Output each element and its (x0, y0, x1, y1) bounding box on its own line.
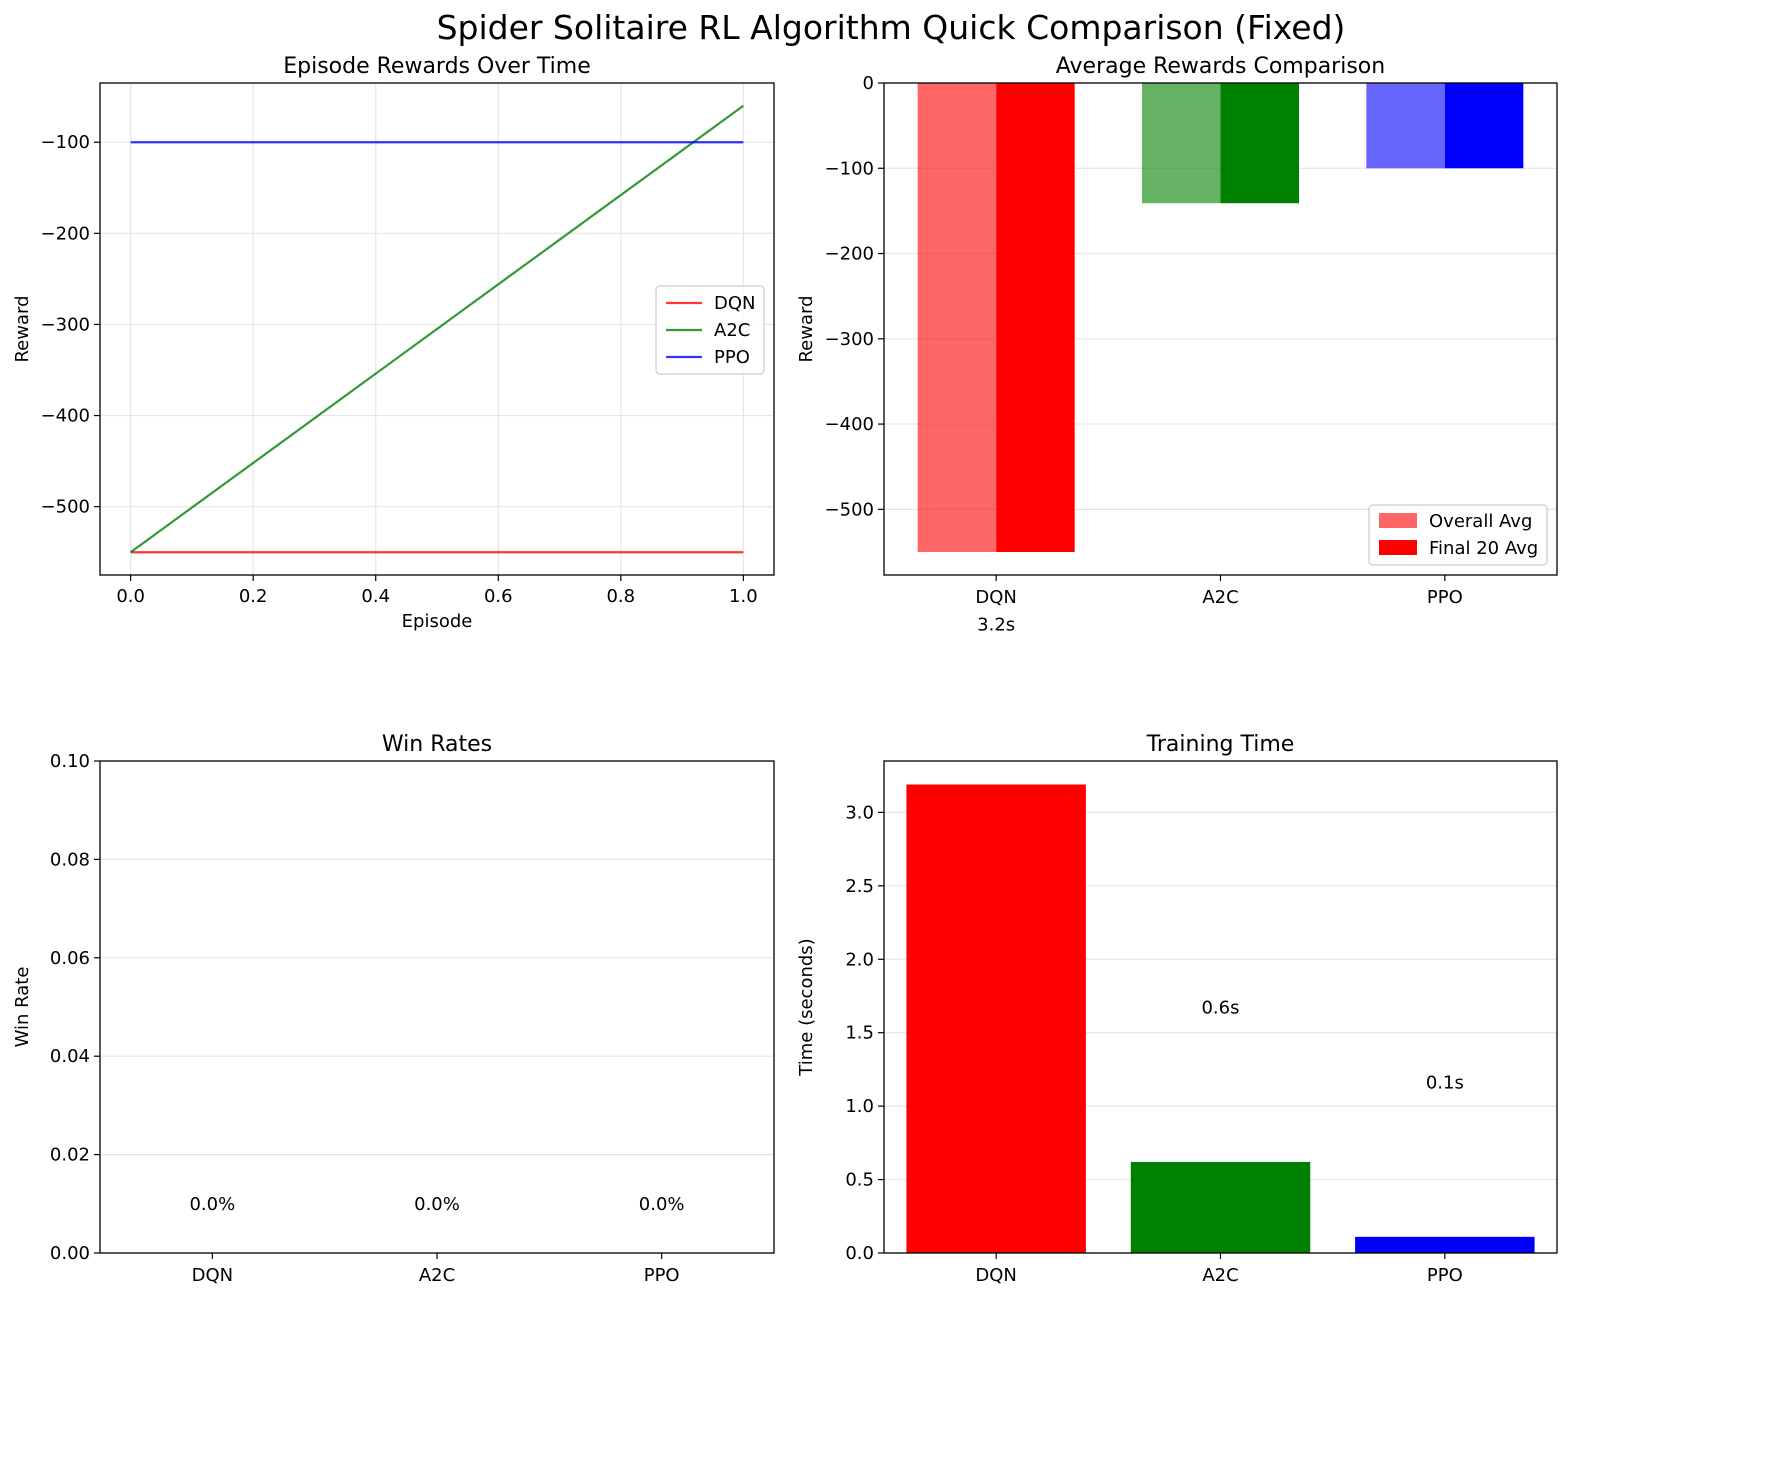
legend-label: DQN (714, 293, 756, 314)
legend: DQN A2C PPO (655, 285, 765, 375)
legend-label: PPO (714, 347, 750, 368)
ytick-label: 0.02 (50, 1145, 90, 1166)
chart-title: Episode Rewards Over Time (283, 54, 591, 79)
legend-label: A2C (714, 320, 750, 341)
data-label: 0.6s (1201, 998, 1239, 1019)
xtick-label: 0.2 (239, 586, 268, 607)
ytick-label: −500 (41, 497, 90, 518)
series-line-a2c (129, 104, 745, 554)
xtick-label: PPO (1427, 587, 1463, 608)
legend-label: Final 20 Avg (1429, 538, 1538, 559)
xtick-label: DQN (975, 1265, 1017, 1286)
legend-swatch (1379, 540, 1417, 555)
bar-a2c (1130, 1161, 1311, 1253)
legend-label: Overall Avg (1429, 511, 1532, 532)
chart-training-time: Training Time 0.0 0.5 1.0 1.5 2.0 2.5 3.0 Time (… (796, 732, 1558, 1286)
ytick-label: −200 (41, 223, 90, 244)
bar-overall-avg-ppo (1366, 83, 1445, 169)
chart-episode-rewards: 0.0 0.2 0.4 0.6 0.8 1.0 Episode Rewards Over T… (12, 54, 775, 632)
ytick-label: 0.5 (845, 1170, 874, 1191)
xtick-label: 0.8 (606, 586, 635, 607)
x-axis-label: Episode (402, 611, 473, 632)
ytick-label: −500 (825, 499, 874, 520)
xtick-label: DQN (975, 587, 1017, 608)
xtick-label: 1.0 (729, 586, 758, 607)
ytick-label: −100 (825, 158, 874, 179)
xtick-label: PPO (644, 1265, 680, 1286)
xtick-label: DQN (192, 1265, 234, 1286)
ytick-label: 1.5 (845, 1023, 874, 1044)
xtick-label: PPO (1427, 1265, 1463, 1286)
data-label: 0.0% (414, 1194, 460, 1215)
axes-frame (99, 760, 775, 1254)
y-axis-label: Reward (12, 295, 33, 362)
axes-frame (99, 82, 775, 576)
xtick-label: A2C (1202, 1265, 1238, 1286)
ytick-label: −200 (825, 244, 874, 265)
chart-title: Training Time (1146, 732, 1295, 757)
ytick-label: 1.0 (845, 1096, 874, 1117)
ytick-label: −400 (825, 414, 874, 435)
ytick-label: 0.06 (50, 948, 90, 969)
xtick-label: 0.4 (361, 586, 390, 607)
y-axis-label: Reward (796, 295, 817, 362)
ytick-label: 0.10 (50, 751, 90, 772)
data-label: 0.0% (189, 1194, 235, 1215)
ytick-label: 0.00 (50, 1243, 90, 1264)
chart-title: Win Rates (382, 732, 492, 757)
figure-suptitle: Spider Solitaire RL Algorithm Quick Comp… (437, 8, 1346, 47)
bar-overall-avg-dqn (917, 83, 997, 552)
bar-ppo (1355, 1236, 1535, 1253)
ytick-label: 0 (863, 73, 874, 94)
axes-frame (883, 82, 1558, 576)
y-axis-label: Time (seconds) (796, 938, 817, 1076)
chart-win-rates: Win Rates 0.00 0.02 0.04 0.06 0.08 0.10 Win Rat… (12, 732, 775, 1286)
ytick-label: −100 (41, 132, 90, 153)
bar-dqn (906, 784, 1086, 1253)
legend-swatch (1379, 513, 1417, 528)
legend: Overall Avg Final 20 Avg (1368, 504, 1548, 566)
xtick-label: 0.0 (116, 586, 145, 607)
xtick-label: 0.6 (484, 586, 513, 607)
chart-title: Average Rewards Comparison (1056, 54, 1385, 79)
ytick-label: 3.0 (845, 802, 874, 823)
ytick-label: 2.5 (845, 876, 874, 897)
ytick-label: 0.08 (50, 849, 90, 870)
axes-frame (883, 760, 1558, 1254)
data-label: 0.0% (639, 1194, 685, 1215)
y-axis-label: Win Rate (12, 967, 33, 1048)
chart-average-rewards: Average Rewards Comparison 0 −100 −200 −300 −… (796, 54, 1558, 635)
xtick-label: A2C (1202, 587, 1238, 608)
legend-box (655, 285, 765, 375)
data-label: 0.1s (1426, 1073, 1464, 1094)
bar-final-20-avg-dqn (996, 83, 1075, 552)
bar-final-20-avg-a2c (1220, 83, 1300, 204)
ytick-label: 0.04 (50, 1046, 90, 1067)
xtick-label: A2C (419, 1265, 455, 1286)
bar-overall-avg-a2c (1141, 83, 1221, 204)
ytick-label: −300 (41, 314, 90, 335)
annotation-label: 3.2s (977, 614, 1015, 635)
ytick-label: 0.0 (845, 1243, 874, 1264)
ytick-label: −400 (41, 406, 90, 427)
ytick-label: 2.0 (845, 949, 874, 970)
bar-final-20-avg-ppo (1444, 83, 1524, 169)
ytick-label: −300 (825, 329, 874, 350)
